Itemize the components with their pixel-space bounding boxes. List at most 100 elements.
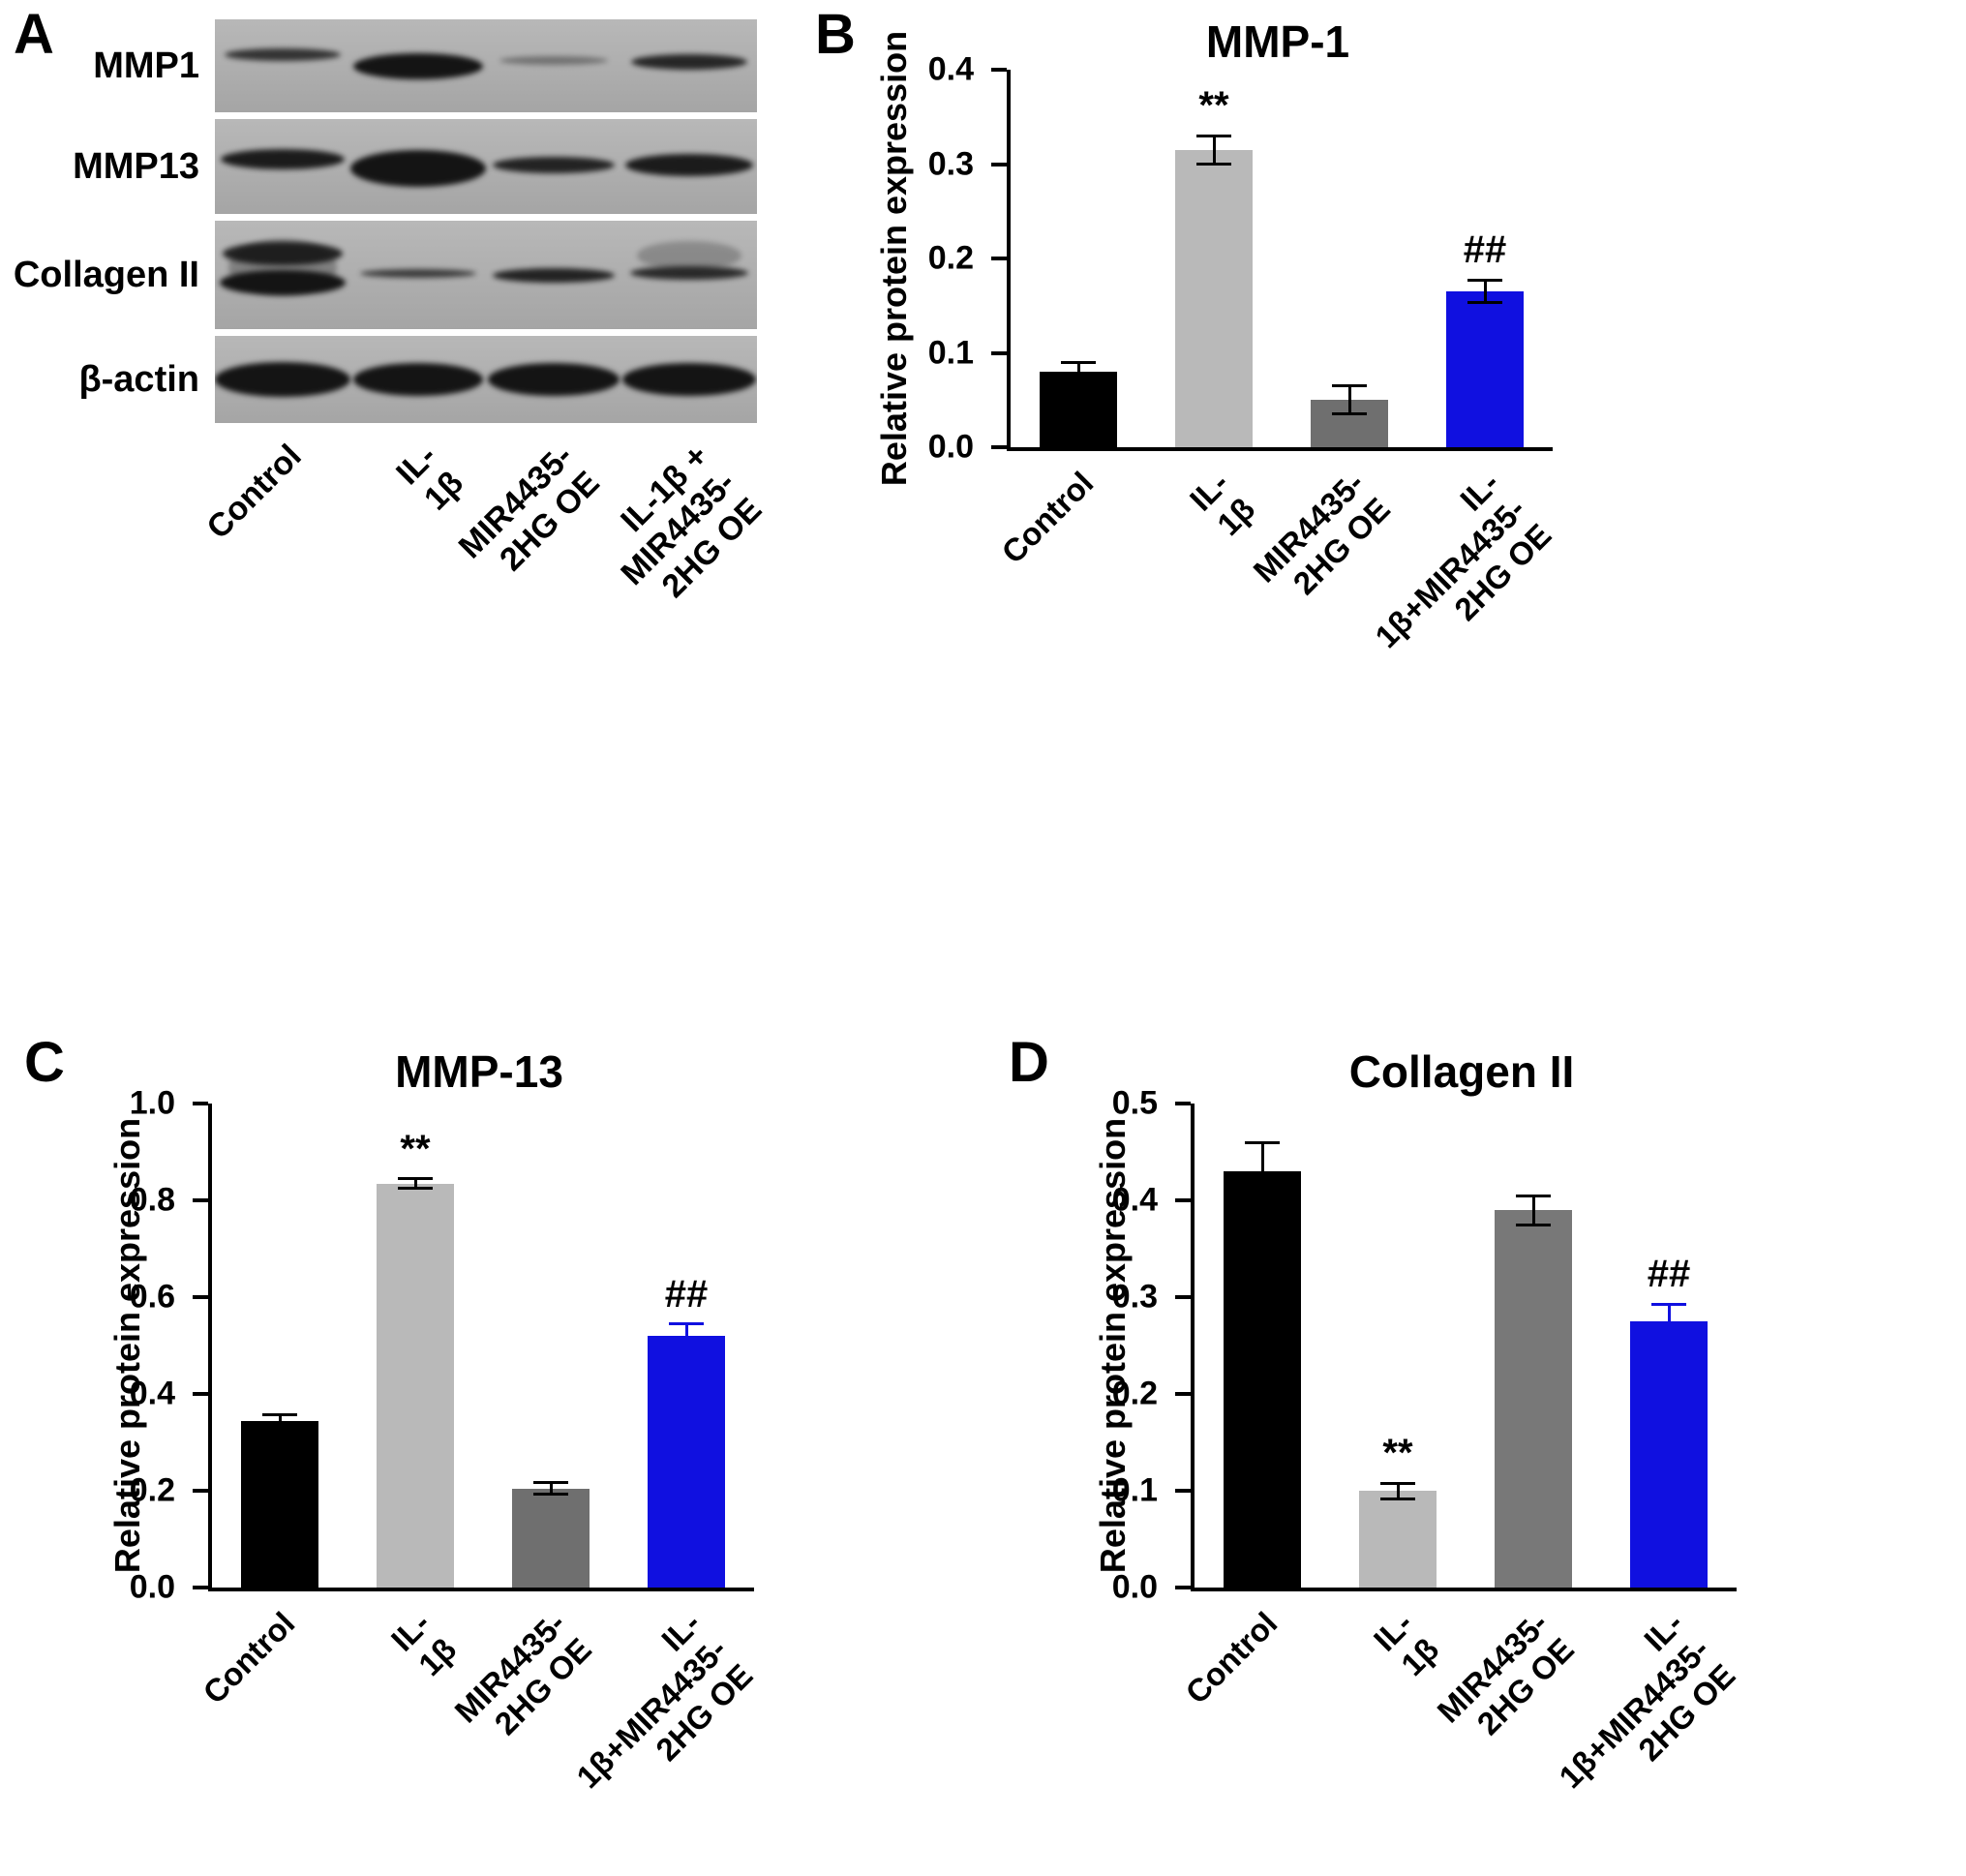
error-bar bbox=[1260, 1142, 1264, 1200]
error-bar-cap bbox=[1332, 412, 1367, 416]
significance-annotation: ** bbox=[1198, 84, 1229, 128]
error-bar bbox=[549, 1482, 553, 1495]
y-axis-tick-label: 0.2 bbox=[927, 239, 974, 277]
y-axis-tick bbox=[991, 350, 1007, 355]
error-bar-cap bbox=[533, 1481, 568, 1484]
protein-band bbox=[353, 363, 483, 396]
y-axis-tick-label: 0.0 bbox=[1111, 1568, 1158, 1606]
error-bar-cap bbox=[1516, 1194, 1551, 1197]
protein-band bbox=[225, 47, 341, 61]
protein-band bbox=[220, 270, 346, 295]
blot-strip bbox=[215, 221, 757, 329]
y-axis-tick bbox=[1175, 1392, 1191, 1396]
protein-band bbox=[630, 266, 748, 280]
blot-row-label: MMP13 bbox=[73, 145, 199, 187]
plot-area: 0.0 0.1 0.2 0.3 0.4 ** ## bbox=[928, 51, 1553, 466]
blot-strip bbox=[215, 19, 757, 112]
y-axis-tick-label: 0.1 bbox=[927, 334, 974, 371]
blot-row-label: MMP1 bbox=[93, 45, 199, 86]
plot-area: 0.0 0.1 0.2 0.3 0.4 0.5 ** ## bbox=[1112, 1085, 1737, 1606]
y-axis-tick-label: 0.0 bbox=[129, 1568, 175, 1606]
x-axis-label: IL-1β bbox=[1182, 465, 1261, 543]
chart-title: Collagen II bbox=[1348, 1046, 1575, 1097]
y-axis-tick bbox=[193, 1295, 208, 1299]
x-axis-label: IL-1β bbox=[1366, 1605, 1445, 1683]
error-bar bbox=[413, 1178, 417, 1189]
error-bar-cap bbox=[533, 1493, 568, 1496]
error-bar bbox=[1531, 1195, 1535, 1225]
x-axis-label: IL-1β bbox=[383, 1605, 463, 1683]
protein-band bbox=[360, 268, 476, 278]
error-bar bbox=[1212, 136, 1216, 165]
chart-collagen2: D Collagen II Relative protein expressio… bbox=[987, 1007, 1966, 1876]
bar bbox=[1630, 1321, 1708, 1588]
error-bar-cap bbox=[262, 1413, 297, 1416]
blot-row: β-actin bbox=[0, 336, 757, 423]
blot-strip bbox=[215, 336, 757, 423]
chart-mmp13: C MMP-13 Relative protein expression 0.0… bbox=[0, 1007, 987, 1876]
y-axis-tick bbox=[1175, 1102, 1191, 1105]
y-axis-tick bbox=[1175, 1295, 1191, 1299]
error-bar-cap bbox=[398, 1177, 433, 1180]
y-axis-tick-label: 0.2 bbox=[1111, 1375, 1158, 1412]
error-bar-cap bbox=[1651, 1302, 1686, 1306]
error-bar-cap bbox=[1467, 278, 1502, 282]
protein-band bbox=[215, 362, 350, 397]
protein-band bbox=[625, 153, 753, 176]
y-axis-tick-label: 0.4 bbox=[927, 50, 974, 88]
y-axis-tick-label: 1.0 bbox=[129, 1084, 175, 1122]
protein-band bbox=[637, 241, 741, 270]
error-bar-cap bbox=[669, 1346, 704, 1349]
error-bar bbox=[684, 1323, 688, 1348]
protein-band bbox=[223, 242, 343, 265]
protein-band bbox=[221, 148, 345, 169]
protein-band bbox=[350, 150, 486, 187]
protein-band bbox=[622, 363, 756, 396]
significance-annotation: ## bbox=[1463, 228, 1507, 272]
error-bar bbox=[278, 1414, 282, 1427]
panel-label-c: C bbox=[24, 1031, 65, 1094]
error-bar bbox=[1667, 1304, 1671, 1339]
y-axis-tick-label: 0.0 bbox=[927, 428, 974, 466]
bar bbox=[648, 1336, 725, 1588]
error-bar-cap bbox=[262, 1425, 297, 1428]
y-axis-tick-label: 0.6 bbox=[129, 1278, 175, 1316]
y-axis-tick-label: 0.1 bbox=[1111, 1471, 1158, 1509]
error-bar-cap bbox=[1196, 134, 1231, 137]
protein-band bbox=[228, 239, 337, 295]
error-bar bbox=[1483, 280, 1487, 303]
chart-mmp1: B MMP-1 Relative protein expression 0.0 0… bbox=[813, 0, 1966, 1007]
y-axis-tick bbox=[193, 1489, 208, 1493]
x-axis-label: Control bbox=[196, 1605, 302, 1711]
significance-annotation: ## bbox=[1647, 1253, 1691, 1295]
protein-band bbox=[493, 267, 615, 283]
error-bar-cap bbox=[1061, 379, 1096, 383]
x-axis-labels: Control IL-1β MIR4435-2HG OE IL-1β+MIR4435-… bbox=[994, 465, 1558, 871]
blot-row-label: Collagen II bbox=[13, 254, 199, 295]
panel-label-a: A bbox=[14, 3, 54, 66]
error-bar-cap bbox=[1061, 360, 1096, 364]
y-axis-tick bbox=[1175, 1586, 1191, 1589]
error-bar-cap bbox=[1467, 301, 1502, 305]
x-axis-label: Control bbox=[1178, 1605, 1285, 1711]
protein-band bbox=[353, 52, 483, 79]
chart-title: MMP-1 bbox=[1205, 16, 1350, 67]
y-axis-tick bbox=[1175, 1198, 1191, 1202]
error-bar-cap bbox=[1651, 1337, 1686, 1341]
y-axis-tick bbox=[193, 1392, 208, 1396]
error-bar-cap bbox=[1332, 384, 1367, 388]
blot-lane-label: IL-1β bbox=[389, 438, 471, 518]
error-bar bbox=[1347, 385, 1351, 414]
blot-row: Collagen II bbox=[0, 221, 757, 329]
blot-lane-label: IL-1β + MIR4435-2HG OE bbox=[613, 438, 770, 606]
y-axis-tick bbox=[991, 257, 1007, 260]
error-bar-cap bbox=[1245, 1140, 1280, 1144]
blot-strip bbox=[215, 119, 757, 214]
error-bar-cap bbox=[1196, 163, 1231, 166]
y-axis-tick-label: 0.5 bbox=[1111, 1084, 1158, 1122]
error-bar-cap bbox=[1380, 1481, 1415, 1485]
panel-label-b: B bbox=[815, 3, 856, 66]
y-axis-tick-label: 0.3 bbox=[927, 145, 974, 182]
error-bar-cap bbox=[1516, 1223, 1551, 1226]
